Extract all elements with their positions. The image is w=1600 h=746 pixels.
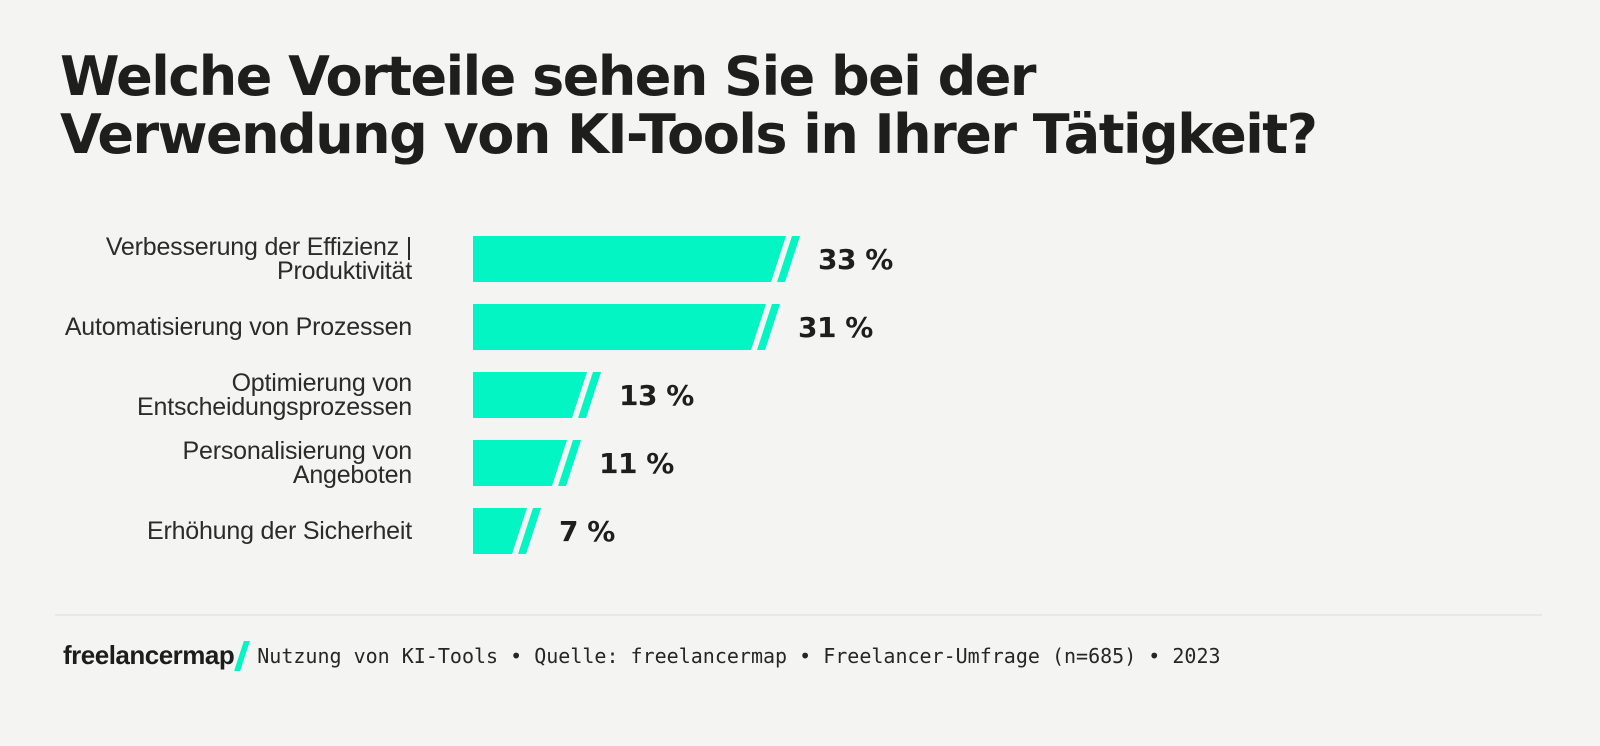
bar-row: Personalisierung von Angeboten 11 % <box>60 437 1540 489</box>
value-label: 11 % <box>599 446 674 480</box>
bar-row: Verbesserung der Effizienz | Produktivit… <box>60 233 1540 285</box>
bar-row: Erhöhung der Sicherheit 7 % <box>60 508 1540 554</box>
bar <box>473 508 527 554</box>
category-label: Verbesserung der Effizienz | Produktivit… <box>105 233 412 285</box>
freelancermap-logo: freelancermap <box>63 640 235 670</box>
bar-row: Automatisierung von Prozessen 31 % <box>60 304 1540 350</box>
chart-title-line2: Verwendung von KI-Tools in Ihrer Tätigke… <box>60 103 1318 166</box>
bar-row: Optimierung von Entscheidungsprozessen 13… <box>60 369 1540 421</box>
footer: freelancermap Nutzung von KI-Tools • Que… <box>63 640 1221 671</box>
chart-title: Welche Vorteile sehen Sie bei der Verwen… <box>60 45 1318 166</box>
value-label: 31 % <box>798 310 873 344</box>
bar <box>473 440 567 486</box>
category-label: Erhöhung der Sicherheit <box>146 517 412 545</box>
category-label: Personalisierung von Angeboten <box>182 437 413 489</box>
value-label: 33 % <box>818 242 893 276</box>
bar <box>473 236 786 282</box>
value-label: 13 % <box>619 378 694 412</box>
category-label: Automatisierung von Prozessen <box>64 313 412 341</box>
source-text: Nutzung von KI-Tools • Quelle: freelance… <box>257 643 1221 668</box>
category-label: Optimierung von Entscheidungsprozessen <box>137 369 412 421</box>
chart-title-line1: Welche Vorteile sehen Sie bei der <box>60 45 1037 108</box>
bar <box>473 304 766 350</box>
logo-slash-icon <box>234 640 251 671</box>
value-label: 7 % <box>559 514 615 548</box>
bar-chart: Verbesserung der Effizienz | Produktivit… <box>60 233 1540 554</box>
bar <box>473 372 587 418</box>
footer-divider <box>55 614 1542 616</box>
